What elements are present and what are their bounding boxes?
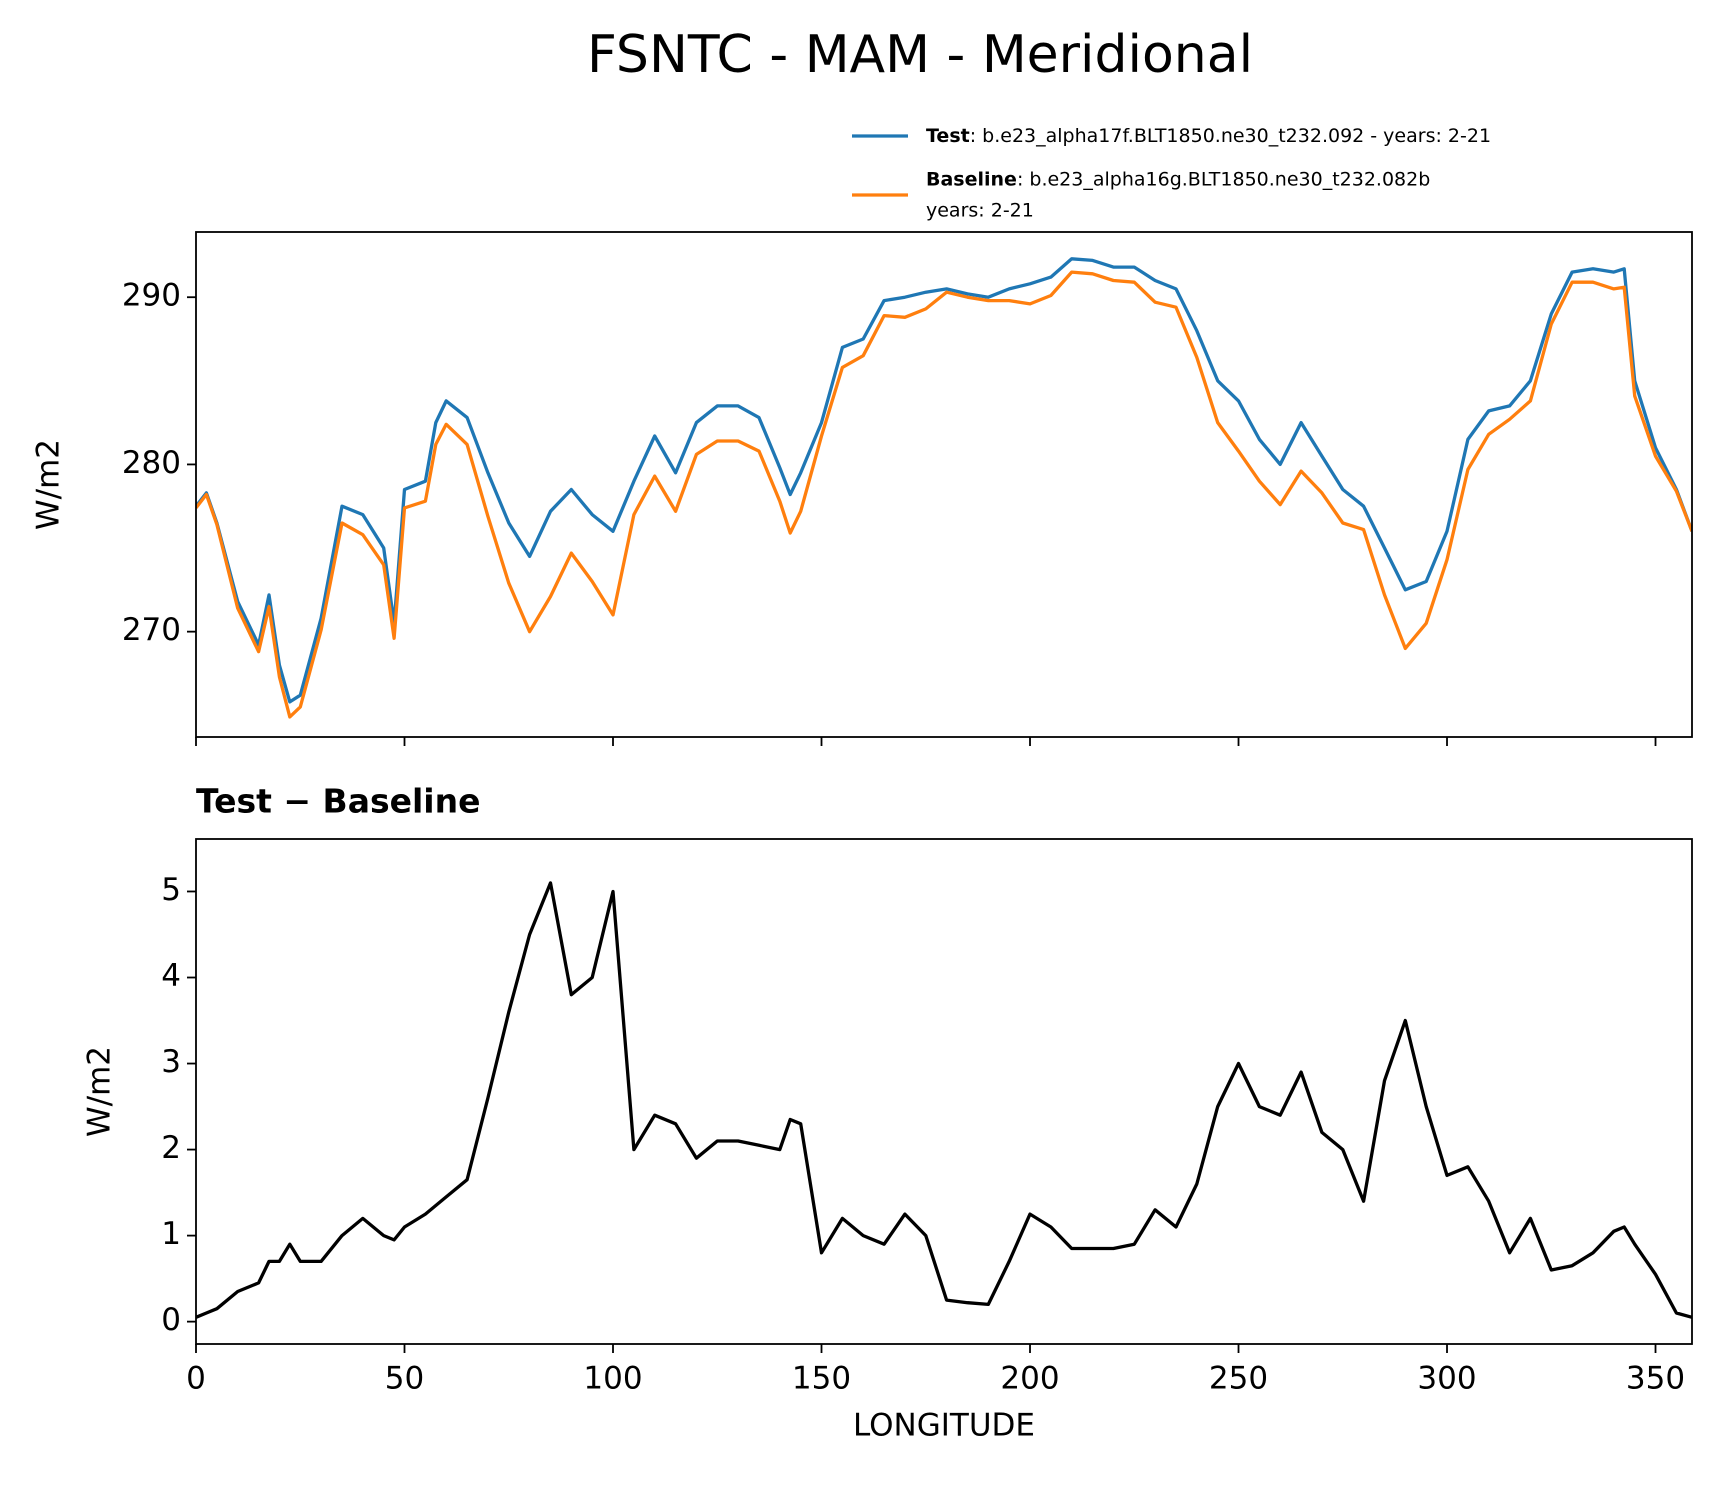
y-tick-label: 0: [161, 1302, 181, 1338]
x-tick-label: 300: [1417, 1361, 1476, 1397]
y-tick-label: 4: [161, 958, 181, 994]
x-tick-label: 0: [186, 1361, 206, 1397]
x-tick-label: 150: [792, 1361, 851, 1397]
x-tick-label: 100: [583, 1361, 642, 1397]
figure-title: FSNTC - MAM - Meridional: [587, 25, 1253, 85]
y-tick-label: 5: [161, 872, 181, 908]
x-axis-label: LONGITUDE: [853, 1408, 1035, 1444]
y-tick-label: 280: [122, 445, 181, 481]
x-tick-label: 50: [385, 1361, 424, 1397]
y-tick-label: 270: [122, 612, 181, 648]
y-tick-label: 3: [161, 1044, 181, 1080]
x-tick-label: 200: [1000, 1361, 1059, 1397]
y-axis-label: W/m2: [82, 1046, 118, 1137]
y-tick-label: 290: [122, 278, 181, 314]
legend-label: Test: b.e23_alpha17f.BLT1850.ne30_t232.0…: [926, 125, 1491, 147]
data-line: [196, 270, 1692, 719]
legend-description: : b.e23_alpha17f.BLT1850.ne30_t232.092 -…: [970, 125, 1491, 147]
legend-label: Baseline: b.e23_alpha16g.BLT1850.ne30_t2…: [926, 168, 1430, 221]
data-line: [196, 881, 1692, 1319]
legend-description: years: 2-21: [926, 199, 1034, 221]
legend-name: Baseline: [926, 168, 1017, 190]
x-tick-label: 350: [1626, 1361, 1685, 1397]
legend-description: : b.e23_alpha16g.BLT1850.ne30_t232.082b: [1017, 168, 1430, 190]
axes-frame: [195, 838, 1693, 1345]
y-tick-label: 2: [161, 1130, 181, 1166]
subplot-title: Test − Baseline: [196, 782, 481, 821]
y-axis-label: W/m2: [31, 439, 67, 530]
x-tick-label: 250: [1209, 1361, 1268, 1397]
data-line: [196, 257, 1692, 704]
axes-frame: [195, 231, 1693, 738]
legend-name: Test: [926, 125, 970, 147]
y-tick-label: 1: [161, 1216, 181, 1252]
